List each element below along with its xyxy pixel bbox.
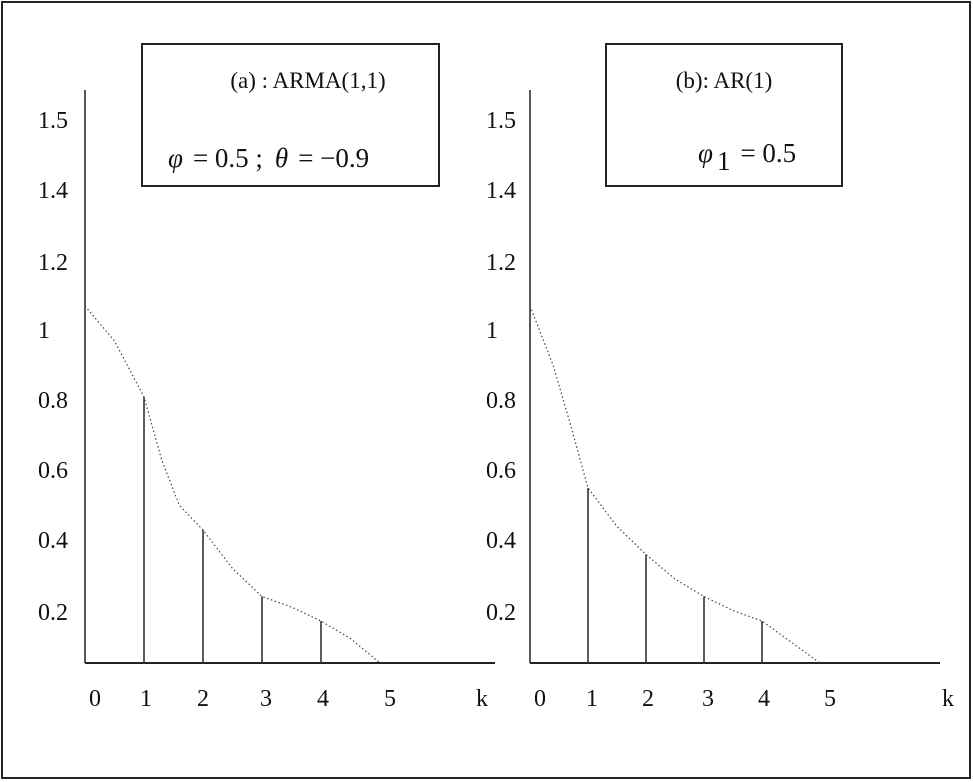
panel-a-y-tick-label: 1.2 <box>38 250 68 276</box>
panel-a-phi-value: = 0.5 ; <box>193 143 263 173</box>
panel-b-y-tick-label: 0.2 <box>486 600 516 626</box>
panel-b-x-axis-label: k <box>942 686 954 712</box>
panel-b-y-tick-label: 0.8 <box>486 388 516 414</box>
panel-a-legend-box: (a) : ARMA(1,1) φ = 0.5 ; θ = −0.9 <box>141 43 440 187</box>
panel-b-y-tick-label: 0.4 <box>486 528 516 554</box>
panel-a-theta-symbol: θ <box>275 143 288 173</box>
panel-a-y-tick-label: 0.8 <box>38 388 68 414</box>
panel-a-x-tick-label: 4 <box>317 686 329 712</box>
panel-a-phi-symbol: φ <box>168 143 183 173</box>
panel-b-x-tick-label: 2 <box>642 686 654 712</box>
panel-b-y-tick-label: 1 <box>486 318 498 344</box>
panel-b-y-tick-label: 1.2 <box>486 250 516 276</box>
panel-b-x-tick-label: 0 <box>534 686 546 712</box>
panel-b-x-tick-label: 1 <box>586 686 598 712</box>
panel-a-x-axis-label: k <box>476 686 488 712</box>
panel-b-x-tick-label: 4 <box>758 686 770 712</box>
panel-a-plot: 1.5 1.4 1.2 1 0.8 0.6 0.4 0.2 0 1 2 3 4 5 k <box>38 90 495 712</box>
panel-b-phi-subscript: 1 <box>717 146 731 176</box>
panel-a-y-tick-label: 0.6 <box>38 458 68 484</box>
panel-b-phi-value: = 0.5 <box>740 138 796 168</box>
panel-b-legend-box: (b): AR(1) φ 1 = 0.5 <box>605 43 843 187</box>
panel-b-y-tick-label: 1.4 <box>486 178 516 204</box>
panel-b-phi-symbol: φ <box>698 138 713 168</box>
panel-b-box-title: (b): AR(1) <box>676 68 772 93</box>
panel-a-y-tick-label: 0.4 <box>38 528 68 554</box>
panel-a-x-tick-label: 1 <box>140 686 152 712</box>
panel-b-x-tick-label: 5 <box>824 686 836 712</box>
panel-a-theta-value: = −0.9 <box>298 143 369 173</box>
panel-a-x-tick-label: 5 <box>384 686 396 712</box>
panel-a-box-title: (a) : ARMA(1,1) <box>230 68 385 93</box>
panel-b-x-tick-label: 3 <box>702 686 714 712</box>
panel-a-envelope-curve <box>84 305 381 664</box>
panel-a-y-tick-label: 0.2 <box>38 600 68 626</box>
panel-a-x-tick-label: 3 <box>260 686 272 712</box>
panel-b-params: φ 1 = 0.5 <box>698 138 796 176</box>
panel-a-y-tick-label: 1 <box>38 318 50 344</box>
panel-b-envelope-curve <box>529 305 821 664</box>
panel-a-params: φ = 0.5 ; θ = −0.9 <box>168 143 369 173</box>
panel-b-y-tick-label: 1.5 <box>486 108 516 134</box>
panel-a-y-tick-label: 1.4 <box>38 178 68 204</box>
panel-b-y-tick-label: 0.6 <box>486 458 516 484</box>
panel-a-y-tick-label: 1.5 <box>38 108 68 134</box>
panel-a-x-tick-label: 2 <box>197 686 209 712</box>
panel-b-plot: 1.5 1.4 1.2 1 0.8 0.6 0.4 0.2 0 1 2 3 4 5 k <box>486 90 954 712</box>
panel-a-x-tick-label: 0 <box>89 686 101 712</box>
